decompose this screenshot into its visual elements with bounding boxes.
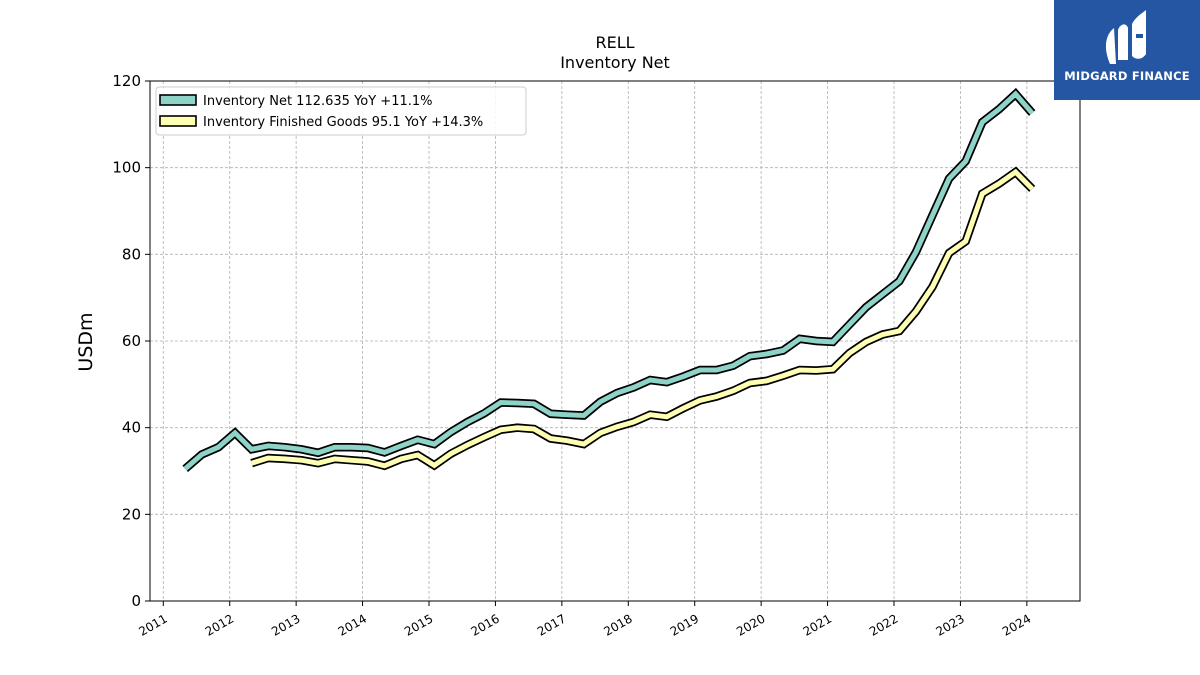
axes: 0 20 40 60 80 100 120 2011 2012 2013 2014 2015 2016 2… bbox=[112, 72, 1033, 639]
x-tick-label: 2022 bbox=[867, 611, 900, 638]
y-axis-label: USDm bbox=[75, 312, 97, 371]
legend-label: Inventory Net 112.635 YoY +11.1% bbox=[203, 94, 433, 109]
x-tick-label: 2024 bbox=[1000, 611, 1033, 638]
x-tick-label: 2013 bbox=[269, 611, 302, 638]
chart-title: RELL bbox=[595, 33, 634, 52]
x-tick-label: 2016 bbox=[468, 611, 501, 638]
midgard-finance-logo: MIDGARD FINANCE bbox=[1054, 0, 1200, 100]
logo-mark-icon bbox=[1105, 10, 1146, 64]
y-tick-label: 20 bbox=[122, 505, 141, 523]
legend-swatch bbox=[159, 115, 197, 127]
chart-subtitle: Inventory Net bbox=[560, 53, 670, 72]
y-tick-label: 60 bbox=[122, 332, 141, 350]
legend-swatch bbox=[159, 94, 197, 106]
y-tick-label: 40 bbox=[122, 419, 141, 437]
x-tick-label: 2011 bbox=[136, 611, 169, 638]
y-tick-label: 80 bbox=[122, 245, 141, 263]
legend-box bbox=[155, 86, 527, 136]
x-tick-label: 2012 bbox=[203, 611, 236, 638]
gridlines bbox=[150, 80, 1080, 602]
series-1 bbox=[182, 87, 1036, 473]
series-layer bbox=[182, 87, 1036, 473]
x-tick-label: 2021 bbox=[801, 611, 834, 638]
series-line-outline bbox=[250, 166, 1036, 471]
x-tick-label: 2015 bbox=[402, 611, 435, 638]
y-tick-label: 0 bbox=[131, 592, 141, 610]
legend-label: Inventory Finished Goods 95.1 YoY +14.3% bbox=[203, 115, 483, 130]
series-line-outline bbox=[182, 87, 1036, 473]
series-2 bbox=[250, 166, 1036, 471]
x-tick-label: 2020 bbox=[734, 611, 767, 638]
legend: Inventory Net 112.635 YoY +11.1% Inventor… bbox=[155, 86, 527, 136]
x-tick-label: 2017 bbox=[535, 611, 568, 638]
series-line bbox=[183, 90, 1035, 471]
x-tick-label: 2018 bbox=[601, 611, 634, 638]
logo-text: MIDGARD FINANCE bbox=[1064, 69, 1190, 83]
x-tick-label: 2019 bbox=[668, 611, 701, 638]
series-line bbox=[250, 168, 1034, 469]
x-tick-label: 2014 bbox=[336, 611, 369, 638]
y-tick-label: 100 bbox=[112, 159, 141, 177]
x-tick-label: 2023 bbox=[933, 611, 966, 638]
y-tick-label: 120 bbox=[112, 72, 141, 90]
